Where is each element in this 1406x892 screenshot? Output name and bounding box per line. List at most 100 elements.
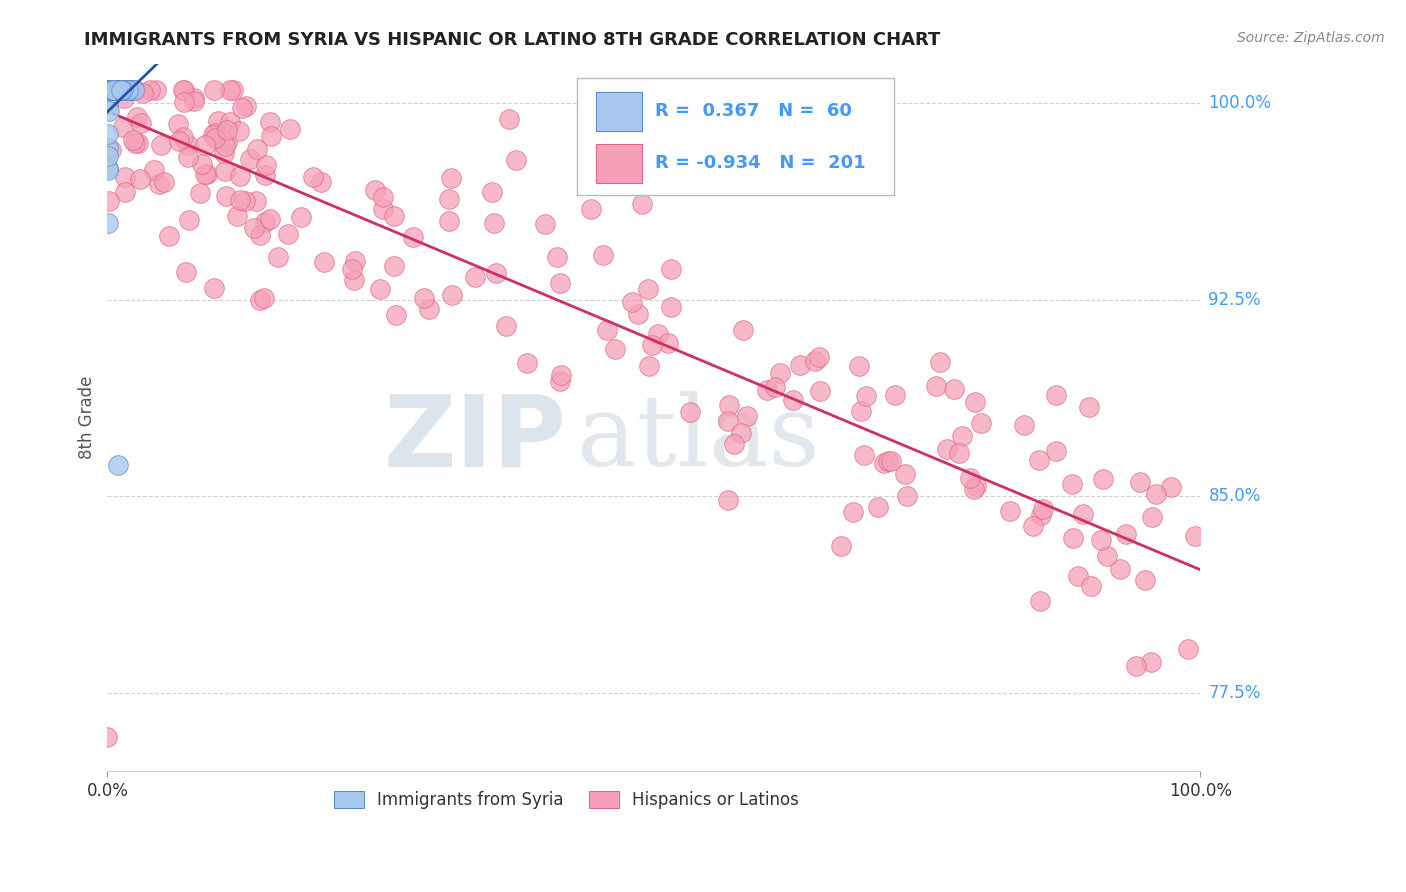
Point [149, 138, 172, 153]
Point [105, 83, 128, 97]
Point [101, 83, 124, 97]
Point [100, 143, 122, 157]
Point [876, 454, 898, 468]
Point [647, 326, 669, 341]
Point [100, 83, 122, 97]
Point [1029, 594, 1052, 608]
Point [439, 171, 461, 186]
Point [107, 83, 129, 97]
Point [98, 83, 121, 97]
Point [963, 482, 986, 496]
Point [122, 133, 145, 147]
Point [789, 358, 811, 372]
Point [373, 189, 395, 203]
Point [965, 479, 987, 493]
Point [808, 384, 831, 398]
Point [439, 214, 461, 228]
Point [101, 83, 124, 97]
Point [267, 250, 290, 264]
Point [169, 134, 191, 148]
Point [311, 175, 333, 189]
Point [382, 209, 405, 223]
Point [219, 83, 242, 97]
Point [172, 130, 194, 145]
Point [118, 83, 141, 97]
Point [125, 110, 148, 124]
Point [176, 138, 198, 153]
Point [485, 266, 508, 280]
Point [173, 83, 195, 97]
Point [868, 500, 890, 514]
Point [145, 83, 167, 97]
Point [382, 259, 405, 273]
Point [201, 128, 224, 142]
Point [830, 539, 852, 553]
Point [1077, 401, 1099, 415]
Point [215, 189, 238, 203]
Point [498, 112, 520, 126]
Point [97, 163, 120, 178]
Point [278, 121, 301, 136]
Point [104, 83, 127, 97]
Point [100, 83, 122, 97]
Point [252, 291, 274, 305]
Point [437, 192, 460, 206]
Point [1045, 388, 1067, 402]
Point [249, 228, 271, 243]
Point [464, 269, 486, 284]
Point [97, 104, 120, 119]
Point [101, 83, 124, 97]
Point [195, 167, 218, 181]
Point [1135, 573, 1157, 587]
Point [343, 254, 366, 268]
Point [104, 83, 127, 97]
Point [1139, 655, 1161, 669]
Point [179, 212, 201, 227]
Point [807, 351, 830, 365]
Point [222, 83, 245, 97]
Point [107, 83, 129, 97]
Point [239, 152, 262, 166]
Point [659, 261, 682, 276]
Point [621, 294, 644, 309]
Point [127, 136, 149, 150]
Point [894, 467, 917, 482]
Point [98, 83, 121, 97]
Point [174, 265, 197, 279]
Point [114, 169, 136, 184]
Point [245, 194, 267, 208]
Point [717, 493, 740, 508]
Point [730, 426, 752, 441]
Point [1080, 579, 1102, 593]
Point [301, 170, 323, 185]
Point [112, 83, 135, 97]
Point [124, 83, 146, 97]
Point [1091, 472, 1114, 486]
Point [112, 120, 135, 134]
Point [1108, 562, 1130, 576]
Point [98, 83, 121, 97]
Point [249, 293, 271, 307]
Point [226, 209, 249, 223]
Point [592, 248, 614, 262]
Point [253, 215, 276, 229]
Point [97, 140, 120, 154]
Point [965, 395, 987, 409]
Point [853, 448, 876, 462]
Y-axis label: 8th Grade: 8th Grade [79, 376, 96, 459]
Point [723, 437, 745, 451]
Point [143, 162, 166, 177]
Point [118, 83, 141, 97]
Text: Source: ZipAtlas.com: Source: ZipAtlas.com [1237, 31, 1385, 45]
Point [101, 83, 124, 97]
Text: ZIP: ZIP [384, 391, 567, 487]
Point [104, 83, 127, 97]
Point [605, 342, 627, 356]
Point [769, 366, 792, 380]
FancyBboxPatch shape [596, 92, 641, 131]
Point [100, 83, 122, 97]
Point [107, 458, 129, 472]
Text: 85.0%: 85.0% [1209, 487, 1261, 505]
Point [103, 83, 125, 97]
Point [157, 229, 180, 244]
